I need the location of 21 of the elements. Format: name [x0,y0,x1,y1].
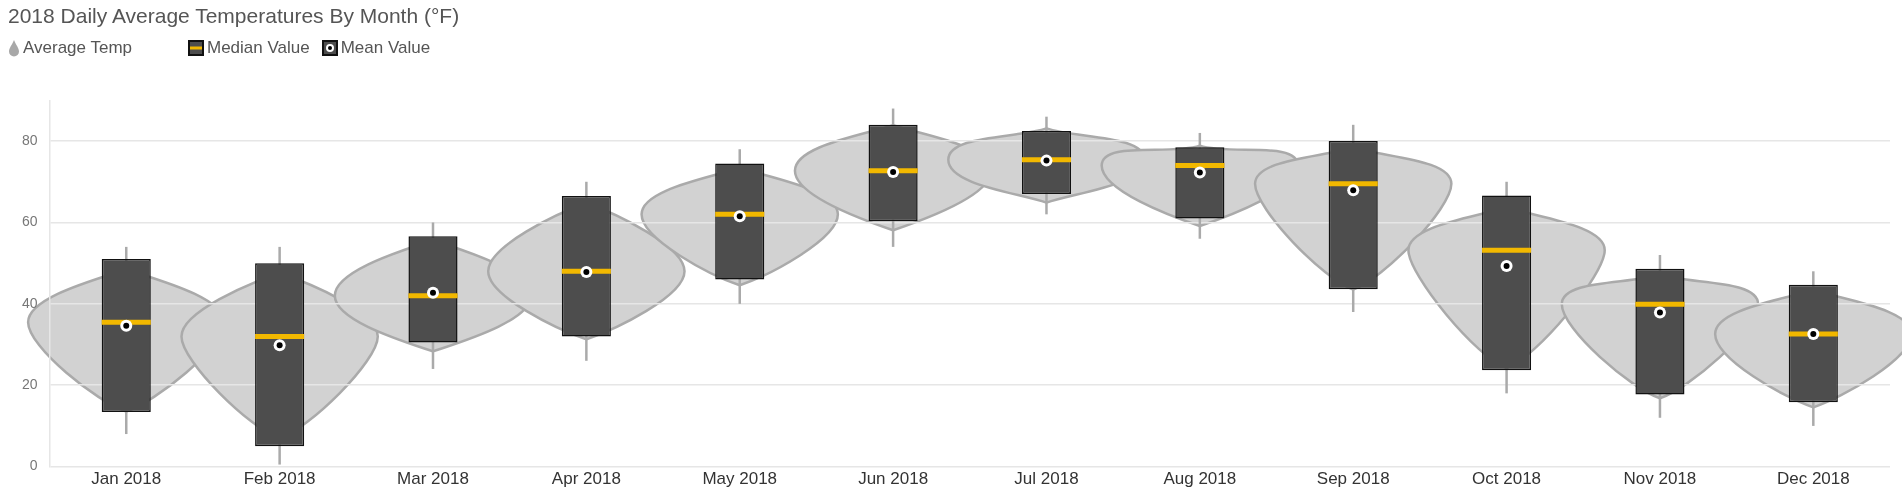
x-tick-label: Feb 2018 [243,469,316,489]
x-tick-label: Aug 2018 [1163,469,1237,489]
y-tick-label: 80 [21,131,38,148]
x-tick-label: May 2018 [702,469,778,489]
x-tick-label: Mar 2018 [397,469,469,489]
text: Mean Value [340,38,431,58]
y-tick-label: 20 [21,376,38,393]
x-tick-label: Oct 2018 [1472,469,1542,489]
x-tick-label: Jul 2018 [1014,469,1079,489]
y-tick-label: 0 [29,457,38,474]
y-tick-label: 60 [21,213,38,230]
x-tick-label: Dec 2018 [1776,469,1850,489]
x-tick-label: Sep 2018 [1316,469,1390,489]
y-tick-label: 40 [21,294,38,311]
chart-title: 2018 Daily Average Temperatures By Month (°F) [8,4,460,28]
x-tick-label: Jan 2018 [91,469,162,489]
x-tick-label: Apr 2018 [551,469,621,489]
text: Average Temp [23,38,132,58]
text: Median Value [207,38,310,58]
x-tick-label: Nov 2018 [1623,469,1697,489]
x-tick-label: Jun 2018 [858,469,929,489]
